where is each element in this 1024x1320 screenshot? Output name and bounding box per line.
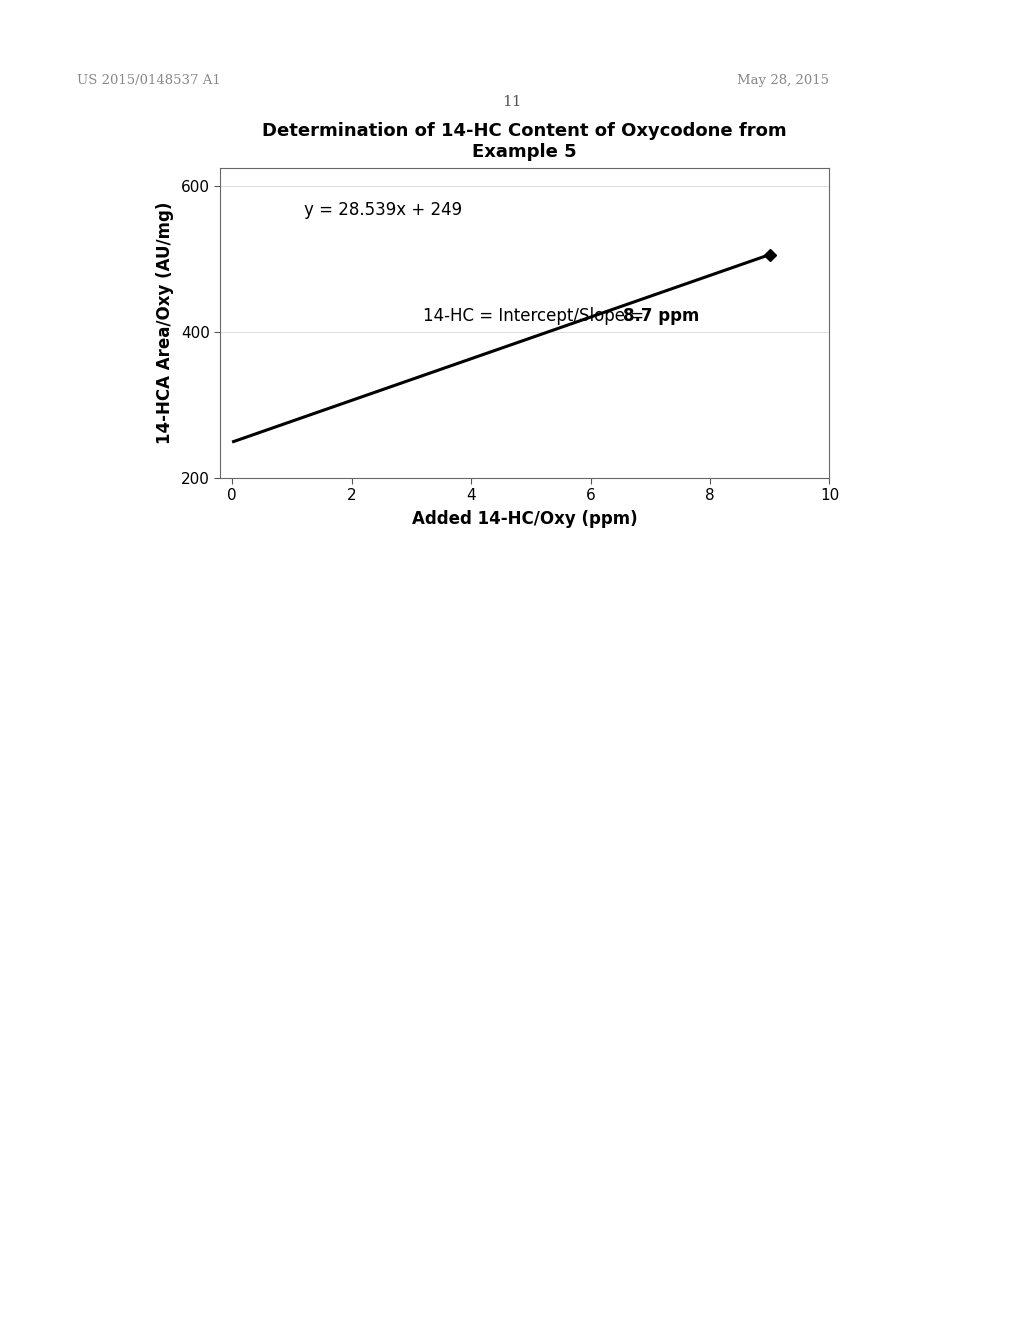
X-axis label: Added 14-HC/Oxy (ppm): Added 14-HC/Oxy (ppm) [412,511,638,528]
Text: y = 28.539x + 249: y = 28.539x + 249 [304,201,462,219]
Text: 8.7 ppm: 8.7 ppm [624,308,699,325]
Text: 11: 11 [502,95,522,110]
Y-axis label: 14-HCA Area/Oxy (AU/mg): 14-HCA Area/Oxy (AU/mg) [156,202,174,444]
Text: 14-HC = Intercept/Slope =: 14-HC = Intercept/Slope = [423,308,649,325]
Text: US 2015/0148537 A1: US 2015/0148537 A1 [77,74,220,87]
Title: Determination of 14-HC Content of Oxycodone from
Example 5: Determination of 14-HC Content of Oxycod… [262,121,787,161]
Text: May 28, 2015: May 28, 2015 [737,74,829,87]
